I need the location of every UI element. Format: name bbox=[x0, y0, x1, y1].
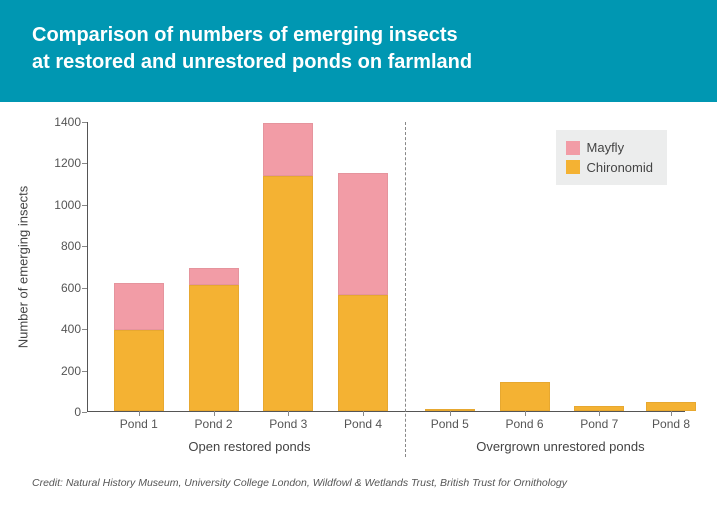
bar-segment-chironomid bbox=[189, 285, 239, 411]
legend-label: Mayfly bbox=[587, 138, 625, 158]
x-tick-label: Pond 2 bbox=[195, 417, 233, 431]
bar-segment-mayfly bbox=[263, 123, 313, 176]
x-tick-label: Pond 1 bbox=[120, 417, 158, 431]
x-tick-label: Pond 4 bbox=[344, 417, 382, 431]
y-tick: 1000 bbox=[54, 198, 81, 212]
group-label: Open restored ponds bbox=[188, 439, 310, 454]
y-tick: 1200 bbox=[54, 156, 81, 170]
x-tick-label: Pond 7 bbox=[580, 417, 618, 431]
bar-segment-mayfly bbox=[189, 268, 239, 285]
title-line-2: at restored and unrestored ponds on farm… bbox=[32, 51, 472, 73]
x-tick-label: Pond 6 bbox=[506, 417, 544, 431]
y-tick: 0 bbox=[74, 405, 81, 419]
x-tickmark bbox=[288, 411, 289, 416]
legend-swatch bbox=[566, 141, 580, 155]
y-tick: 400 bbox=[61, 322, 81, 336]
x-tickmark bbox=[671, 411, 672, 416]
header-banner: Comparison of numbers of emerging insect… bbox=[0, 0, 717, 102]
x-tick-label: Pond 5 bbox=[431, 417, 469, 431]
legend-item: Mayfly bbox=[566, 138, 653, 158]
group-label: Overgrown unrestored ponds bbox=[476, 439, 644, 454]
legend-item: Chironomid bbox=[566, 158, 653, 178]
x-tickmark bbox=[525, 411, 526, 416]
bar-segment-chironomid bbox=[114, 330, 164, 411]
x-tickmark bbox=[139, 411, 140, 416]
plot-area: Pond 1Pond 2Pond 3Pond 4Pond 5Pond 6Pond… bbox=[87, 122, 685, 412]
x-tickmark bbox=[599, 411, 600, 416]
bar-segment-mayfly bbox=[114, 283, 164, 331]
legend-label: Chironomid bbox=[587, 158, 653, 178]
bar-segment-mayfly bbox=[338, 173, 388, 295]
y-tick: 600 bbox=[61, 281, 81, 295]
bar-segment-chironomid bbox=[338, 295, 388, 411]
x-tickmark bbox=[214, 411, 215, 416]
chart-container: Number of emerging insects 0 200 400 600 800… bbox=[0, 102, 717, 422]
x-tick-label: Pond 3 bbox=[269, 417, 307, 431]
legend-swatch bbox=[566, 160, 580, 174]
y-axis-ticks: 0200400600800100012001400 bbox=[45, 122, 87, 412]
y-tick: 800 bbox=[61, 239, 81, 253]
credit-line: Credit: Natural History Museum, Universi… bbox=[32, 477, 567, 489]
bar-segment-chironomid bbox=[500, 382, 550, 411]
group-divider bbox=[405, 122, 406, 457]
page-title: Comparison of numbers of emerging insect… bbox=[32, 22, 685, 76]
y-tick: 200 bbox=[61, 364, 81, 378]
x-tickmark bbox=[450, 411, 451, 416]
y-axis-label: Number of emerging insects bbox=[16, 186, 31, 349]
bar-segment-chironomid bbox=[646, 402, 696, 411]
legend: MayflyChironomid bbox=[556, 130, 667, 185]
title-line-1: Comparison of numbers of emerging insect… bbox=[32, 24, 458, 46]
y-tick: 1400 bbox=[54, 115, 81, 129]
x-tickmark bbox=[363, 411, 364, 416]
bar-segment-chironomid bbox=[263, 176, 313, 411]
x-tick-label: Pond 8 bbox=[652, 417, 690, 431]
plot: Number of emerging insects 0200400600800… bbox=[45, 122, 685, 412]
